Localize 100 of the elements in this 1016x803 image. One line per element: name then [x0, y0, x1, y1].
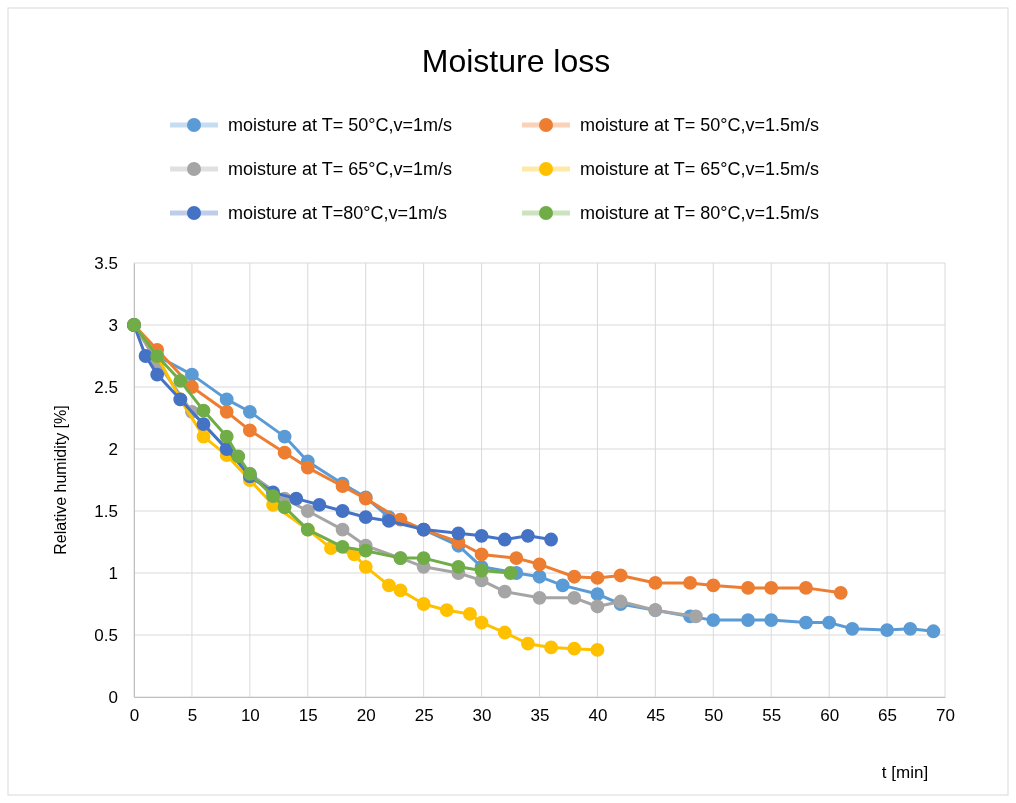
x-tick-label: 45	[646, 706, 666, 726]
point	[138, 349, 153, 363]
point	[393, 583, 408, 598]
point	[613, 568, 628, 583]
point	[706, 613, 721, 628]
point	[497, 625, 512, 640]
point	[474, 563, 489, 578]
point	[764, 580, 779, 595]
point	[173, 373, 188, 388]
x-tick-label: 65	[878, 706, 898, 726]
y-tick-label: 0	[108, 687, 118, 707]
x-tick-label: 40	[588, 706, 608, 726]
chart-title: Moisture loss	[421, 43, 611, 79]
point	[706, 578, 721, 593]
point	[219, 392, 234, 407]
point	[358, 543, 373, 558]
point	[567, 641, 582, 656]
point	[474, 547, 489, 562]
point	[590, 642, 605, 657]
point	[451, 559, 466, 574]
legend-label: moisture at T= 65°C,v=1m/s	[228, 159, 452, 179]
point	[231, 449, 246, 464]
point	[416, 597, 431, 611]
point	[590, 599, 605, 614]
point	[300, 460, 315, 475]
point	[833, 585, 848, 600]
point	[845, 621, 860, 636]
point	[150, 367, 165, 382]
point	[532, 590, 547, 605]
y-tick-label: 3.5	[94, 253, 118, 273]
point	[648, 576, 663, 590]
point	[503, 566, 518, 580]
point	[185, 367, 199, 382]
point	[358, 559, 373, 574]
point	[497, 532, 512, 547]
point	[683, 576, 698, 590]
point	[219, 404, 234, 419]
point	[521, 528, 535, 543]
point	[544, 640, 558, 655]
point	[289, 491, 304, 506]
y-tick-label: 1.5	[94, 501, 118, 521]
point	[196, 429, 211, 444]
point	[590, 587, 605, 601]
point	[300, 504, 315, 518]
y-tick-label: 0.5	[94, 625, 118, 645]
legend-label: moisture at T=80°C,v=1m/s	[228, 203, 447, 223]
x-tick-label: 20	[356, 706, 376, 726]
point	[242, 423, 257, 438]
x-tick-label: 70	[936, 706, 955, 726]
y-axis-title: Relative humidity [%]	[52, 405, 69, 555]
point	[196, 417, 211, 432]
x-tick-label: 30	[472, 706, 492, 726]
point	[381, 578, 396, 593]
legend-label: moisture at T= 50°C,v=1.5m/s	[580, 115, 819, 135]
point	[926, 624, 941, 639]
point	[335, 540, 350, 554]
y-tick-label: 2.5	[94, 377, 118, 397]
y-tick-label: 1	[108, 563, 118, 583]
point	[532, 557, 547, 572]
point	[741, 580, 755, 595]
point	[880, 623, 894, 637]
point	[555, 578, 570, 593]
point	[335, 504, 350, 518]
x-tick-label: 50	[704, 706, 724, 726]
x-tick-label: 10	[240, 706, 260, 726]
point	[521, 636, 535, 651]
x-tick-label: 5	[187, 706, 198, 726]
legend-label: moisture at T= 65°C,v=1.5m/s	[580, 159, 819, 179]
point	[335, 522, 350, 537]
point	[764, 613, 779, 628]
x-tick-label: 60	[820, 706, 840, 726]
point	[381, 514, 396, 528]
point	[474, 615, 489, 630]
x-tick-label: 55	[762, 706, 782, 726]
point	[439, 603, 454, 618]
legend-label: moisture at T= 80°C,v=1.5m/s	[580, 203, 819, 223]
y-tick-label: 3	[108, 315, 118, 335]
point	[242, 404, 257, 419]
point	[799, 615, 813, 630]
point	[567, 590, 582, 605]
point	[497, 584, 512, 599]
legend-label: moisture at T= 50°C,v=1m/s	[228, 115, 452, 135]
point	[741, 613, 755, 628]
point	[358, 510, 373, 525]
point	[799, 580, 813, 595]
point	[590, 571, 605, 585]
point	[532, 569, 547, 584]
point	[689, 609, 703, 624]
point	[416, 551, 431, 566]
y-tick-label: 2	[108, 439, 118, 459]
point	[277, 445, 292, 460]
point	[312, 497, 327, 512]
x-tick-label: 35	[530, 706, 550, 726]
point	[567, 569, 582, 584]
x-tick-label: 15	[298, 706, 318, 726]
point	[277, 429, 292, 444]
point	[463, 607, 477, 621]
point	[903, 621, 918, 636]
point	[196, 403, 211, 418]
point	[219, 429, 234, 444]
